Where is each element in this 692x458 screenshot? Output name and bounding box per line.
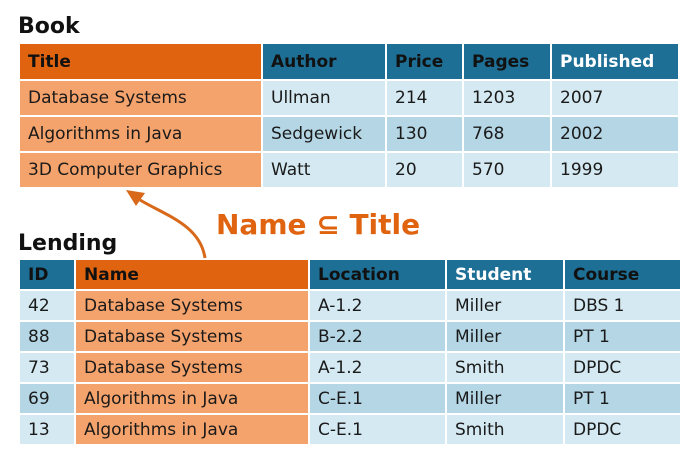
lending-col-id: ID bbox=[20, 260, 74, 289]
book-header-row: Title Author Price Pages Published bbox=[20, 44, 678, 79]
book-pages-cell: 1203 bbox=[464, 81, 550, 115]
lending-id-cell: 88 bbox=[20, 322, 74, 351]
book-col-author: Author bbox=[263, 44, 385, 79]
book-author-cell: Sedgewick bbox=[263, 117, 385, 151]
book-published-cell: 1999 bbox=[552, 153, 678, 187]
inclusion-annotation: Name ⊆ Title bbox=[216, 208, 421, 241]
lending-course-cell: PT 1 bbox=[565, 384, 680, 413]
book-price-cell: 214 bbox=[387, 81, 462, 115]
lending-student-cell: Miller bbox=[447, 322, 563, 351]
book-author-cell: Watt bbox=[263, 153, 385, 187]
book-col-title: Title bbox=[20, 44, 261, 79]
lending-name-cell: Database Systems bbox=[76, 353, 308, 382]
lending-location-cell: B-2.2 bbox=[310, 322, 445, 351]
lending-student-cell: Smith bbox=[447, 353, 563, 382]
table-row: 3D Computer Graphics Watt 20 570 1999 bbox=[20, 153, 678, 187]
lending-col-name: Name bbox=[76, 260, 308, 289]
arrow-head-icon bbox=[126, 190, 145, 206]
arrow-curve bbox=[139, 198, 207, 259]
book-table: Title Author Price Pages Published Datab… bbox=[18, 42, 680, 189]
table-row: 42 Database Systems A-1.2 Miller DBS 1 bbox=[20, 291, 680, 320]
lending-header-row: ID Name Location Student Course bbox=[20, 260, 680, 289]
lending-student-cell: Smith bbox=[447, 415, 563, 444]
lending-location-cell: C-E.1 bbox=[310, 415, 445, 444]
lending-id-cell: 42 bbox=[20, 291, 74, 320]
table-row: Algorithms in Java Sedgewick 130 768 200… bbox=[20, 117, 678, 151]
lending-name-cell: Database Systems bbox=[76, 322, 308, 351]
lending-location-cell: C-E.1 bbox=[310, 384, 445, 413]
lending-col-location: Location bbox=[310, 260, 445, 289]
lending-col-course: Course bbox=[565, 260, 680, 289]
book-author-cell: Ullman bbox=[263, 81, 385, 115]
lending-table: ID Name Location Student Course 42 Datab… bbox=[18, 258, 682, 446]
book-title-cell: Database Systems bbox=[20, 81, 261, 115]
lending-course-cell: PT 1 bbox=[565, 322, 680, 351]
lending-name-cell: Database Systems bbox=[76, 291, 308, 320]
lending-course-cell: DPDC bbox=[565, 415, 680, 444]
lending-course-cell: DPDC bbox=[565, 353, 680, 382]
lending-student-cell: Miller bbox=[447, 384, 563, 413]
book-title-cell: 3D Computer Graphics bbox=[20, 153, 261, 187]
lending-heading: Lending bbox=[18, 231, 118, 256]
book-published-cell: 2007 bbox=[552, 81, 678, 115]
table-row: 13 Algorithms in Java C-E.1 Smith DPDC bbox=[20, 415, 680, 444]
book-pages-cell: 768 bbox=[464, 117, 550, 151]
book-price-cell: 130 bbox=[387, 117, 462, 151]
lending-course-cell: DBS 1 bbox=[565, 291, 680, 320]
lending-student-cell: Miller bbox=[447, 291, 563, 320]
lending-id-cell: 13 bbox=[20, 415, 74, 444]
book-title-cell: Algorithms in Java bbox=[20, 117, 261, 151]
table-row: Database Systems Ullman 214 1203 2007 bbox=[20, 81, 678, 115]
book-heading: Book bbox=[18, 14, 80, 39]
lending-name-cell: Algorithms in Java bbox=[76, 384, 308, 413]
book-pages-cell: 570 bbox=[464, 153, 550, 187]
table-row: 88 Database Systems B-2.2 Miller PT 1 bbox=[20, 322, 680, 351]
book-col-price: Price bbox=[387, 44, 462, 79]
book-published-cell: 2002 bbox=[552, 117, 678, 151]
table-row: 69 Algorithms in Java C-E.1 Miller PT 1 bbox=[20, 384, 680, 413]
lending-id-cell: 69 bbox=[20, 384, 74, 413]
lending-id-cell: 73 bbox=[20, 353, 74, 382]
book-price-cell: 20 bbox=[387, 153, 462, 187]
lending-location-cell: A-1.2 bbox=[310, 353, 445, 382]
book-col-pages: Pages bbox=[464, 44, 550, 79]
lending-col-student: Student bbox=[447, 260, 563, 289]
lending-name-cell: Algorithms in Java bbox=[76, 415, 308, 444]
book-col-published: Published bbox=[552, 44, 678, 79]
lending-location-cell: A-1.2 bbox=[310, 291, 445, 320]
table-row: 73 Database Systems A-1.2 Smith DPDC bbox=[20, 353, 680, 382]
